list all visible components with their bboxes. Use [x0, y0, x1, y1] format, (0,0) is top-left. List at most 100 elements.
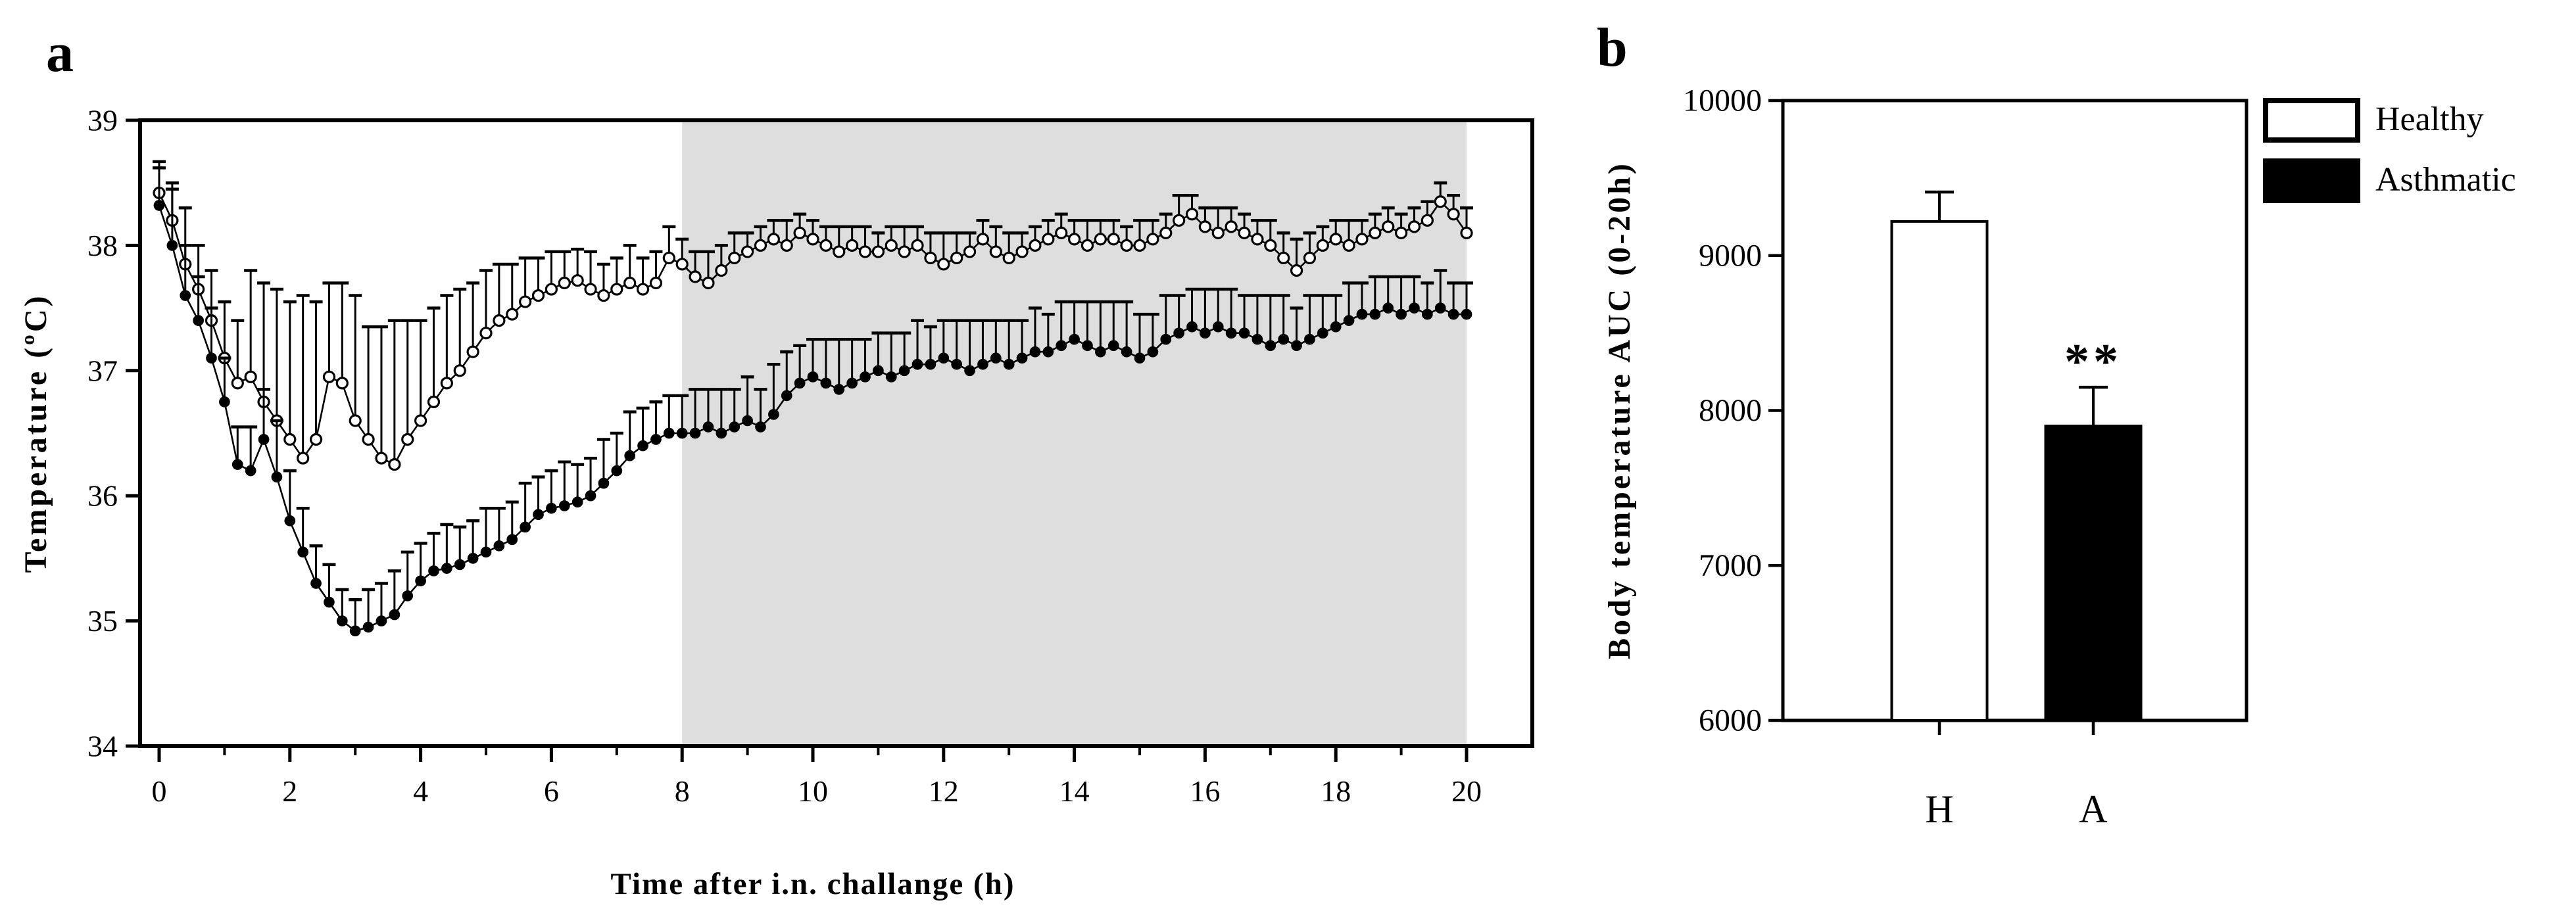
marker-open-circle — [1133, 239, 1146, 252]
marker-filled-circle — [219, 396, 230, 408]
marker-open-circle — [636, 283, 650, 296]
marker-open-circle — [1042, 233, 1055, 246]
marker-open-circle — [244, 370, 257, 383]
marker-filled-circle — [611, 465, 623, 477]
panel-a-y-axis-title: Temperature (ºC) — [18, 293, 53, 573]
marker-open-circle — [871, 245, 885, 258]
marker-open-circle — [610, 283, 623, 296]
marker-filled-circle — [1422, 308, 1433, 320]
marker-filled-circle — [1252, 333, 1263, 345]
marker-filled-circle — [1186, 321, 1198, 333]
marker-open-circle — [819, 239, 833, 252]
marker-filled-circle — [833, 384, 845, 395]
y-tick-label: 36 — [87, 479, 118, 513]
marker-open-circle — [322, 370, 336, 383]
marker-open-circle — [1342, 239, 1355, 252]
marker-filled-circle — [1396, 308, 1407, 320]
marker-open-circle — [231, 377, 244, 390]
marker-open-circle — [1395, 226, 1408, 239]
x-tick-label: 12 — [929, 774, 959, 808]
marker-filled-circle — [1069, 333, 1080, 345]
x-tick-label: 10 — [798, 774, 828, 808]
marker-filled-circle — [807, 371, 819, 383]
marker-filled-circle — [990, 352, 1002, 364]
marker-open-circle — [519, 295, 532, 308]
marker-filled-circle — [1200, 327, 1211, 339]
marker-open-circle — [911, 239, 924, 252]
marker-open-circle — [545, 283, 558, 296]
marker-filled-circle — [585, 490, 596, 502]
marker-open-circle — [558, 276, 571, 290]
y-tick-label: 34 — [87, 730, 118, 763]
y-tick-label: 7000 — [1699, 548, 1762, 583]
marker-open-circle — [689, 270, 702, 283]
marker-open-circle — [362, 433, 375, 446]
marker-filled-circle — [389, 609, 401, 621]
y-tick-label: 37 — [87, 354, 118, 387]
marker-open-circle — [283, 433, 297, 446]
marker-open-circle — [349, 414, 362, 427]
panel-b-y-axis-title: Body temperature AUC (0-20h) — [1602, 161, 1637, 659]
marker-filled-circle — [951, 358, 963, 370]
marker-filled-circle — [297, 546, 309, 558]
legend: Healthy Asthmatic — [2263, 98, 2516, 203]
marker-open-circle — [937, 258, 950, 271]
marker-filled-circle — [1317, 327, 1328, 339]
y-tick-label: 35 — [87, 604, 118, 638]
marker-filled-circle — [1447, 308, 1459, 320]
marker-filled-circle — [938, 352, 950, 364]
marker-filled-circle — [166, 240, 178, 251]
marker-filled-circle — [1343, 315, 1355, 326]
marker-open-circle — [1407, 220, 1421, 233]
marker-open-circle — [833, 245, 846, 258]
marker-filled-circle — [506, 534, 518, 546]
marker-open-circle — [1421, 214, 1434, 227]
marker-filled-circle — [258, 434, 270, 445]
marker-open-circle — [1355, 233, 1369, 246]
marker-open-circle — [1329, 233, 1342, 246]
marker-filled-circle — [964, 365, 975, 377]
marker-filled-circle — [284, 515, 296, 527]
y-tick-label: 39 — [87, 104, 118, 137]
marker-open-circle — [1159, 226, 1173, 239]
x-tick-label: 20 — [1451, 774, 1482, 808]
marker-open-circle — [1290, 264, 1303, 277]
marker-filled-circle — [349, 625, 361, 637]
marker-filled-circle — [558, 500, 570, 511]
marker-open-circle — [806, 233, 819, 246]
marker-open-circle — [963, 245, 977, 258]
x-tick-label: 18 — [1321, 774, 1351, 808]
marker-open-circle — [1316, 239, 1329, 252]
marker-open-circle — [1002, 251, 1015, 265]
marker-filled-circle — [546, 502, 557, 514]
x-tick-label: 6 — [544, 774, 559, 808]
marker-filled-circle — [336, 615, 348, 626]
marker-open-circle — [309, 433, 323, 446]
x-tick-label: 14 — [1059, 774, 1090, 808]
marker-open-circle — [898, 245, 911, 258]
marker-open-circle — [440, 377, 453, 390]
marker-filled-circle — [153, 200, 165, 211]
marker-open-circle — [1029, 239, 1042, 252]
marker-filled-circle — [1095, 346, 1106, 358]
marker-filled-circle — [520, 521, 531, 533]
panel-a-letter: a — [46, 22, 74, 83]
marker-open-circle — [1434, 195, 1447, 208]
marker-open-circle — [793, 226, 806, 239]
marker-open-circle — [1225, 220, 1238, 233]
marker-filled-circle — [1409, 302, 1420, 314]
marker-filled-circle — [493, 540, 505, 551]
marker-filled-circle — [1029, 346, 1041, 358]
marker-filled-circle — [860, 371, 871, 383]
marker-filled-circle — [441, 563, 452, 574]
marker-open-circle — [1382, 220, 1395, 233]
marker-filled-circle — [1291, 340, 1302, 352]
series-healthy — [153, 160, 1473, 471]
marker-filled-circle — [571, 496, 583, 508]
x-tick-label: 8 — [675, 774, 690, 808]
marker-open-circle — [427, 395, 441, 409]
marker-open-circle — [1094, 233, 1107, 246]
marker-open-circle — [1277, 251, 1290, 265]
marker-filled-circle — [729, 421, 741, 433]
